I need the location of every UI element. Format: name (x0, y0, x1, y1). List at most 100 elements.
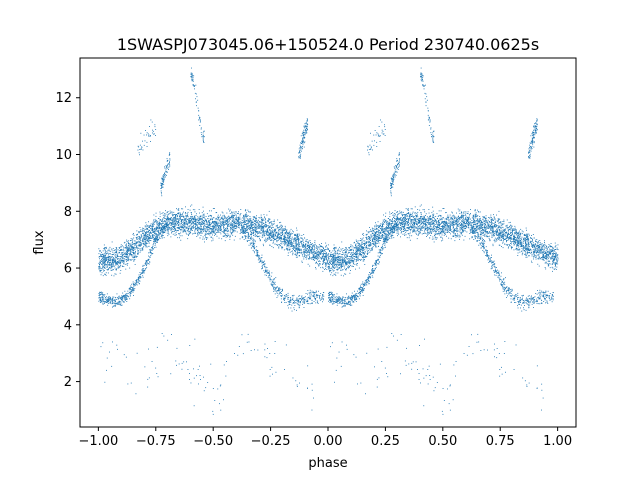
data-point (283, 244, 285, 246)
data-point (268, 237, 270, 239)
data-point (293, 249, 294, 250)
data-point (189, 230, 190, 232)
data-point (403, 228, 404, 230)
data-point (491, 218, 493, 220)
data-point (237, 223, 239, 225)
data-point (502, 235, 503, 237)
data-point (170, 229, 172, 231)
data-point (343, 275, 344, 277)
data-point (552, 263, 554, 265)
data-point (125, 248, 127, 250)
data-point (450, 226, 451, 228)
data-point (328, 266, 330, 267)
data-point (186, 221, 188, 223)
data-point (225, 234, 226, 236)
data-point (170, 228, 172, 230)
data-point (306, 241, 308, 243)
data-point (320, 257, 322, 259)
data-point (245, 213, 246, 215)
data-point (114, 267, 116, 269)
data-point (339, 261, 340, 263)
data-point (343, 259, 345, 261)
data-point (287, 244, 289, 245)
data-point (415, 232, 417, 234)
data-point (101, 259, 102, 260)
data-point (532, 252, 534, 254)
data-point (204, 221, 206, 223)
data-point (485, 235, 487, 237)
data-point (167, 214, 169, 216)
data-point (533, 255, 535, 257)
data-point (99, 258, 100, 260)
data-point (539, 246, 540, 248)
data-point (325, 256, 327, 257)
data-point (494, 225, 495, 227)
data-point (476, 225, 478, 227)
data-point (172, 214, 174, 216)
data-point (211, 223, 213, 224)
data-point (338, 263, 340, 265)
data-point (369, 239, 371, 241)
data-point (327, 254, 329, 255)
data-point (495, 240, 497, 242)
data-point (379, 237, 381, 238)
data-point (367, 240, 369, 242)
data-point (426, 221, 428, 223)
data-point (541, 252, 543, 254)
data-point (280, 241, 282, 243)
data-point (546, 254, 548, 256)
data-point (463, 220, 465, 222)
data-point (528, 243, 529, 244)
data-point (467, 227, 469, 228)
data-point (220, 230, 222, 232)
data-point (538, 251, 540, 253)
data-point (371, 229, 373, 231)
data-point (439, 214, 441, 216)
data-point (403, 214, 405, 215)
data-point (517, 236, 519, 238)
data-point (295, 251, 296, 252)
data-point (103, 267, 105, 269)
data-point (169, 212, 171, 214)
data-point (240, 223, 242, 225)
data-point (272, 235, 274, 237)
data-point (335, 258, 337, 260)
data-point (407, 213, 409, 215)
data-point (249, 216, 251, 217)
data-point (135, 247, 136, 249)
data-point (160, 227, 162, 229)
data-points (98, 67, 559, 415)
data-point (220, 233, 222, 235)
data-point (157, 222, 159, 224)
data-point (426, 216, 428, 218)
data-point (389, 223, 391, 225)
data-point (446, 228, 447, 230)
data-point (202, 223, 203, 225)
data-point (526, 244, 527, 246)
data-point (426, 218, 428, 220)
data-point (254, 221, 256, 223)
data-point (515, 240, 516, 242)
data-point (362, 233, 363, 235)
data-point (428, 223, 430, 225)
data-point (258, 226, 260, 228)
data-point (298, 239, 300, 241)
data-point (135, 237, 137, 238)
data-point (139, 236, 141, 238)
data-point (454, 234, 456, 236)
data-point (245, 228, 247, 230)
data-point (197, 216, 199, 218)
data-point (147, 228, 148, 230)
data-point (476, 226, 478, 228)
data-point (312, 256, 314, 258)
data-point (403, 228, 405, 229)
data-point (277, 235, 279, 237)
data-point (364, 247, 366, 249)
data-point (366, 245, 367, 246)
data-point (509, 228, 511, 230)
data-point (207, 229, 208, 231)
data-point (167, 213, 169, 215)
data-point (462, 226, 464, 228)
data-point (221, 231, 223, 233)
data-point (540, 257, 541, 259)
